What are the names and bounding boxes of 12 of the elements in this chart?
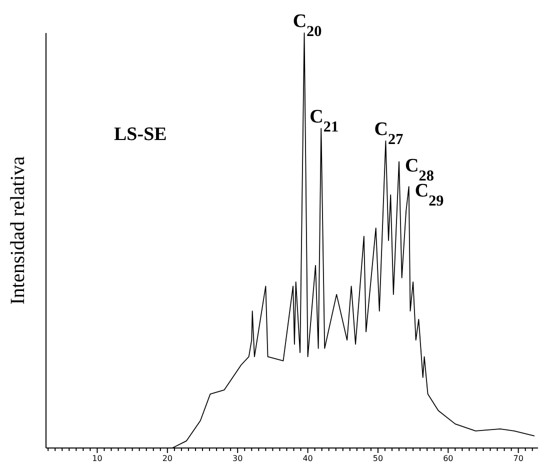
x-tick-label: 10	[92, 454, 102, 464]
x-tick-label: 60	[443, 454, 454, 464]
annotation: C$_{21}$	[310, 106, 339, 135]
annotation: LS-SE	[114, 124, 167, 145]
annotation: C$_{20}$	[292, 11, 322, 40]
x-tick-label: 30	[232, 454, 243, 464]
x-tick-label: 50	[372, 454, 384, 464]
x-tick-label: 40	[302, 454, 313, 464]
x-tick-label: 70	[513, 454, 524, 464]
y-axis-title: Intensidad relativa	[7, 156, 29, 305]
x-tick-label: 20	[162, 454, 173, 464]
annotation: C$_{27}$	[374, 118, 404, 148]
